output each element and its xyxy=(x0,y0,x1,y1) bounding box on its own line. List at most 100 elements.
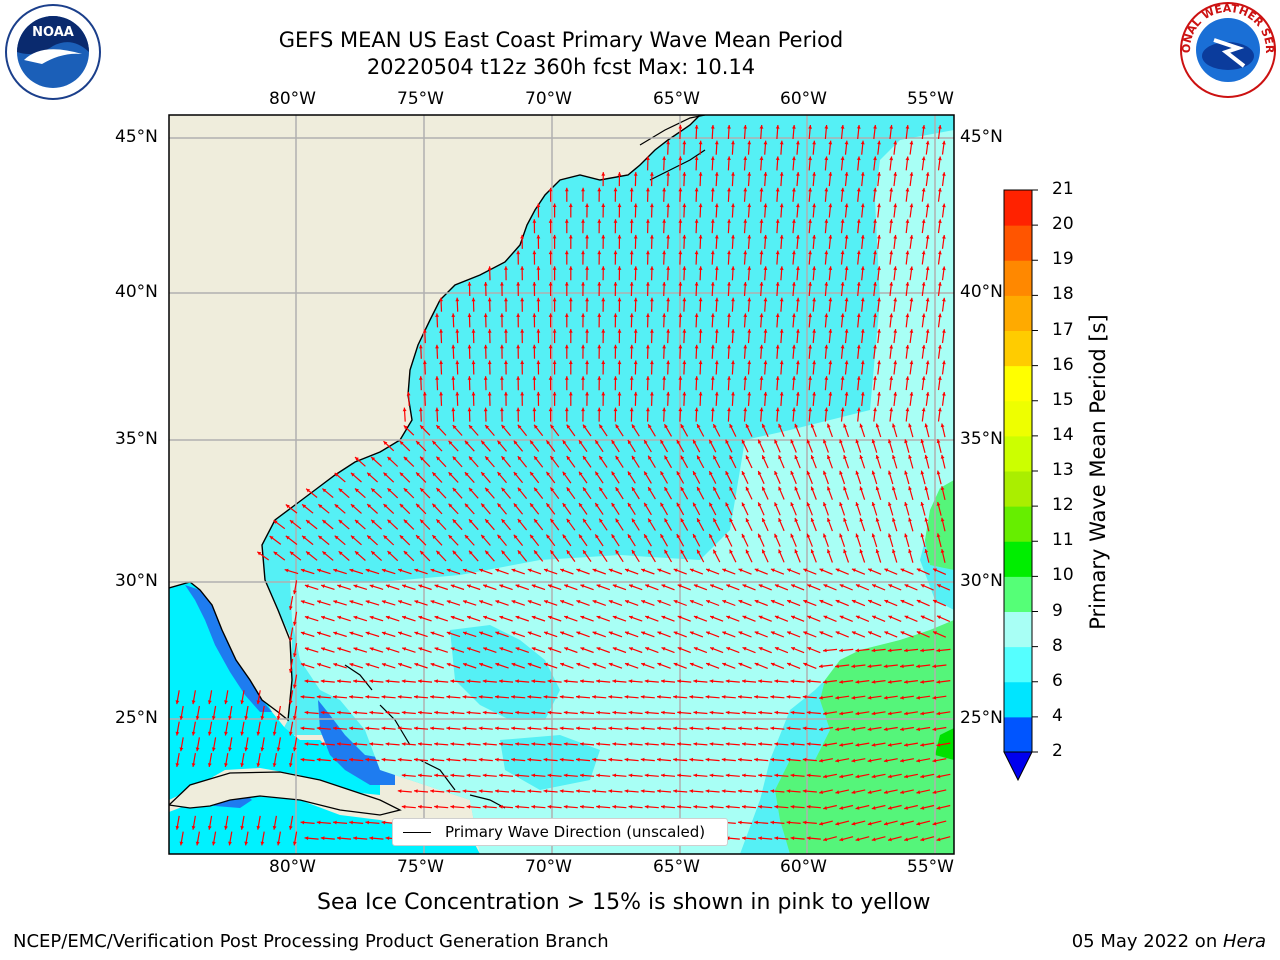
wave-arrow-head xyxy=(873,125,877,129)
wave-arrow-head xyxy=(786,789,791,793)
wave-arrow-head xyxy=(938,125,942,129)
wave-arrow-head xyxy=(625,662,629,667)
lat-label-left-45n: 45°N xyxy=(115,127,158,147)
wave-arrow-head xyxy=(710,187,715,192)
wave-arrow-head xyxy=(938,187,942,192)
wave-arrow-head xyxy=(888,470,892,475)
wave-arrow-head xyxy=(369,615,374,620)
wave-arrow-head xyxy=(823,837,828,842)
shallow-west-florida xyxy=(185,585,272,712)
wave-arrow-head xyxy=(802,726,807,731)
wave-arrow-head xyxy=(418,742,422,746)
wave-arrow-head xyxy=(905,187,910,192)
wave-arrow-head xyxy=(875,455,880,459)
wave-arrow-head xyxy=(355,488,359,493)
wave-arrow-head xyxy=(563,710,568,715)
wave-arrow-head xyxy=(792,313,796,318)
wave-arrow-head xyxy=(430,757,434,762)
wave-arrow-head xyxy=(414,631,419,636)
wave-arrow-head xyxy=(497,440,502,445)
wave-arrow-head xyxy=(677,647,682,651)
wave-arrow-head xyxy=(648,455,652,460)
wave-arrow-head xyxy=(564,344,569,349)
lon-label-bottom-55w: 55°W xyxy=(907,857,954,877)
wave-arrow-head xyxy=(678,344,683,349)
wave-arrow-head xyxy=(803,662,808,667)
wave-arrow-head xyxy=(938,156,942,161)
wave-arrow-head xyxy=(682,266,687,270)
wave-arrow-head xyxy=(434,615,439,620)
wave-arrow-head xyxy=(337,679,341,684)
wave-arrow-head xyxy=(530,440,534,445)
wave-arrow-head xyxy=(856,407,861,412)
wave-arrow-head xyxy=(207,763,212,767)
wave-arrow-head xyxy=(693,647,698,651)
wave-arrow-head xyxy=(644,502,648,507)
wave-arrow-head xyxy=(439,297,443,302)
wave-arrow-head xyxy=(615,424,620,429)
wave-arrow-head xyxy=(900,568,905,572)
wave-arrow-head xyxy=(940,423,945,428)
wave-arrow-head xyxy=(819,568,824,573)
wave-arrow-head xyxy=(770,662,775,667)
wave-arrow-head xyxy=(759,156,764,161)
wave-arrow-head xyxy=(839,837,844,842)
wave-arrow-head xyxy=(806,470,811,475)
wave-arrow-head xyxy=(451,313,456,317)
wave-arrow-head xyxy=(644,710,649,715)
wave-arrow-head xyxy=(511,695,515,699)
lat-label-right-25n: 25°N xyxy=(960,708,1003,728)
wave-arrow-head xyxy=(727,313,731,317)
wave-arrow-head xyxy=(381,631,386,636)
wave-arrow-head xyxy=(810,549,815,554)
wave-arrow-head xyxy=(333,631,338,636)
wave-arrow-head xyxy=(905,407,910,412)
wave-arrow-head xyxy=(892,549,896,554)
wave-arrow-head xyxy=(300,600,305,604)
wave-arrow-head xyxy=(677,804,681,809)
wave-arrow-head xyxy=(787,599,792,604)
wave-arrow-head xyxy=(515,615,520,620)
wave-arrow-head xyxy=(940,486,945,491)
wave-arrow-head xyxy=(284,568,289,573)
colorbar-tick-label: 4 xyxy=(1052,705,1063,726)
wave-arrow-head xyxy=(576,600,581,604)
colorbar-tick-label: 2 xyxy=(1052,741,1063,761)
wave-arrow-head xyxy=(527,631,532,636)
wave-arrow-head xyxy=(843,517,847,522)
wave-arrow-head xyxy=(855,743,860,747)
wave-arrow-head xyxy=(770,599,775,604)
wave-arrow-head xyxy=(466,804,471,809)
wave-arrow-head xyxy=(726,647,731,651)
wave-arrow-head xyxy=(871,439,876,444)
wave-arrow-head xyxy=(450,804,455,809)
wave-arrow-head xyxy=(909,203,914,208)
wave-arrow-head xyxy=(650,391,654,396)
wave-arrow-head xyxy=(747,329,752,333)
wave-arrow-head xyxy=(883,664,888,669)
wave-arrow-head xyxy=(900,727,904,732)
wave-arrow-head xyxy=(641,568,646,573)
wave-arrow-head xyxy=(482,773,487,778)
wave-arrow-head xyxy=(808,313,812,318)
wave-arrow-head xyxy=(666,140,670,145)
wave-arrow-head xyxy=(779,172,784,176)
wave-arrow-head xyxy=(495,757,499,762)
wave-arrow-head xyxy=(385,836,390,841)
wave-arrow-head xyxy=(678,219,683,223)
wave-arrow-head xyxy=(430,600,435,604)
wave-arrow-head xyxy=(682,297,687,302)
wave-arrow-head xyxy=(467,376,472,380)
wave-arrow-head xyxy=(741,502,746,507)
wave-arrow-head xyxy=(240,731,245,736)
wave-arrow-head xyxy=(904,584,909,588)
wave-arrow-head xyxy=(747,360,752,365)
wave-arrow-head xyxy=(381,757,386,762)
colorbar-tick-label: 15 xyxy=(1052,389,1074,410)
wave-arrow-head xyxy=(682,329,687,333)
wave-arrow-head xyxy=(792,282,796,286)
wave-arrow-head xyxy=(273,520,278,524)
colorbar-tick-label: 18 xyxy=(1052,284,1074,305)
wave-arrow-head xyxy=(710,647,714,651)
wave-arrow-head xyxy=(318,535,323,540)
